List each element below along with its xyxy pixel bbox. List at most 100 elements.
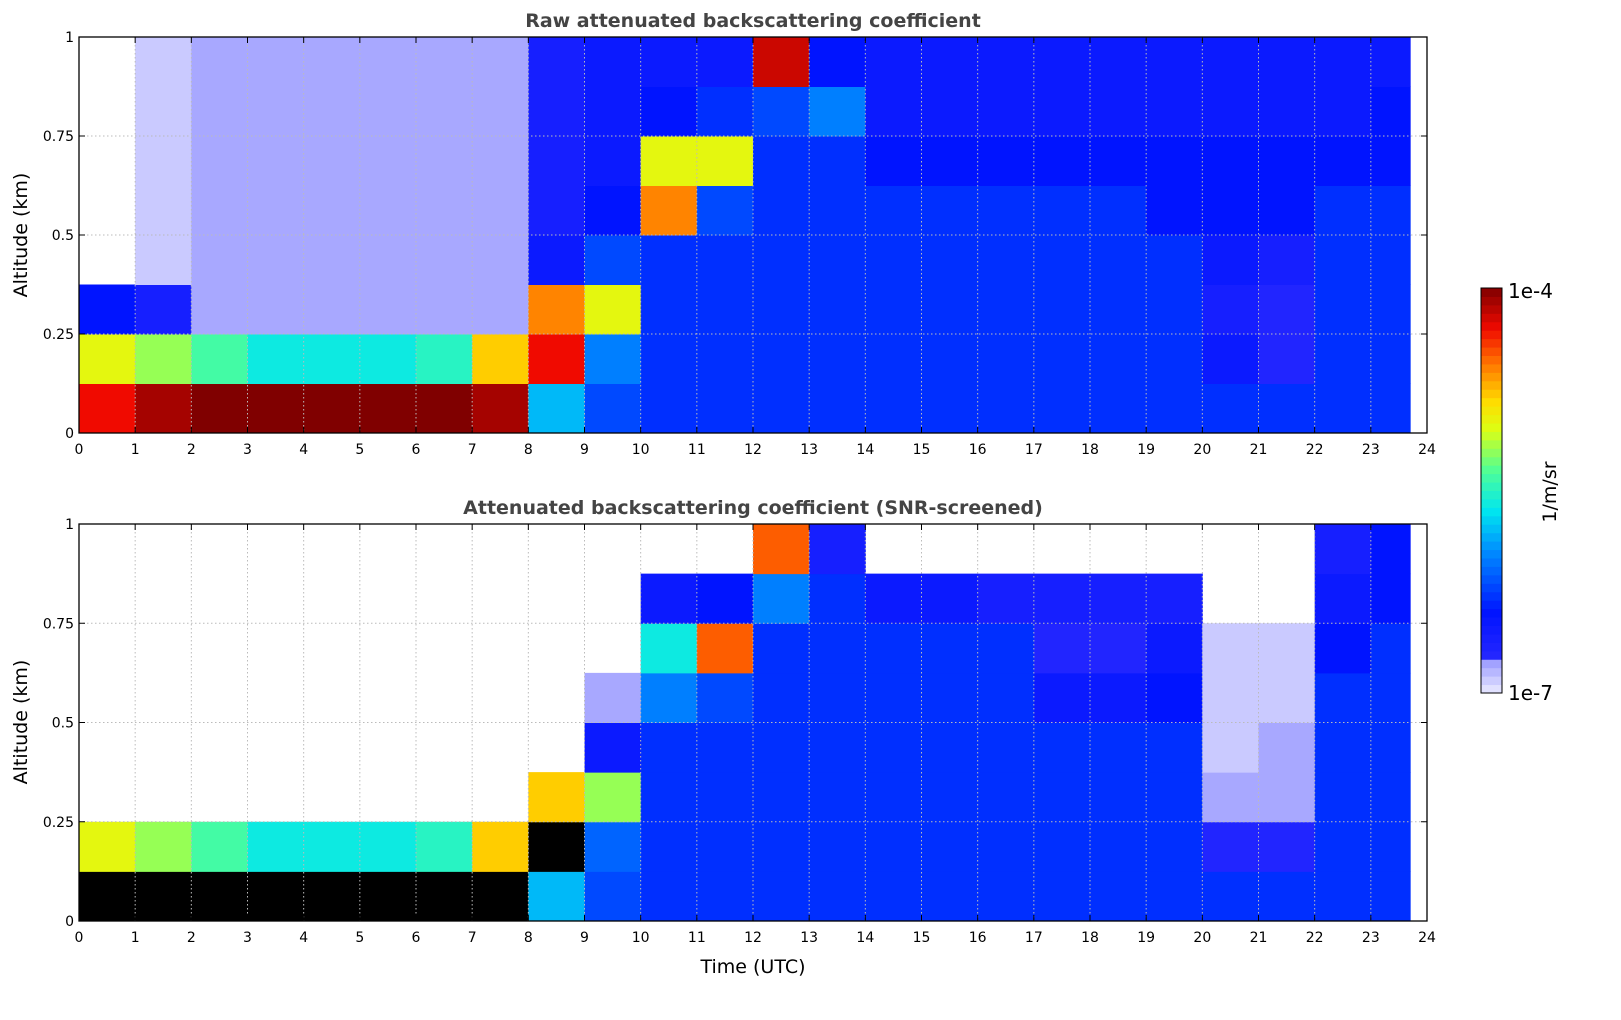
- x-tick-label: 1: [131, 442, 140, 458]
- x-tick-label: 13: [800, 442, 818, 458]
- heatmap-cell: [1090, 284, 1147, 335]
- heatmap-cell: [865, 772, 922, 823]
- colorbar-segment: [1481, 524, 1502, 534]
- heatmap-cell: [921, 334, 979, 384]
- heatmap-cell: [1370, 722, 1411, 773]
- heatmap-cell: [1146, 623, 1203, 674]
- x-tick-label: 15: [913, 930, 931, 946]
- heatmap-cell: [528, 772, 585, 823]
- heatmap-cell: [921, 37, 979, 87]
- heatmap-cell: [584, 86, 642, 137]
- y-tick-label: 0: [65, 914, 74, 930]
- heatmap-cell: [753, 383, 810, 434]
- heatmap-cell: [584, 37, 642, 87]
- heatmap-cell: [416, 871, 473, 922]
- heatmap-cell: [584, 185, 642, 236]
- heatmap-cell: [865, 672, 922, 723]
- heatmap-cell: [1146, 284, 1203, 335]
- heatmap-cell: [1033, 623, 1091, 674]
- heatmap-cell: [135, 821, 192, 872]
- heatmap-cell: [921, 623, 979, 674]
- heatmap-cell: [472, 383, 529, 434]
- x-tick-label: 7: [468, 442, 477, 458]
- colorbar-segment: [1481, 617, 1502, 626]
- heatmap-cell: [1370, 623, 1411, 674]
- heatmap-cell: [1314, 37, 1372, 87]
- heatmap-cell: [1146, 383, 1203, 434]
- x-tick-label: 13: [800, 930, 818, 946]
- heatmap-cell: [1090, 383, 1147, 434]
- heatmap-cell: [977, 672, 1035, 723]
- heatmap-cell: [303, 871, 361, 922]
- heatmap-cell: [640, 672, 698, 723]
- x-tick-label: 24: [1418, 930, 1436, 946]
- heatmap-cell: [865, 284, 922, 335]
- heatmap-cell: [696, 871, 754, 922]
- colorbar-segment: [1481, 498, 1502, 508]
- heatmap-cell: [247, 136, 305, 186]
- heatmap-cell: [977, 623, 1035, 674]
- heatmap-cell: [1033, 573, 1091, 624]
- x-tick-label: 3: [243, 442, 252, 458]
- heatmap-cell: [696, 284, 754, 335]
- heatmap-cell: [1370, 772, 1411, 823]
- heatmap-cell: [977, 871, 1035, 922]
- x-tick-label: 21: [1250, 442, 1268, 458]
- heatmap-cell: [640, 235, 698, 285]
- x-tick-label: 12: [744, 442, 762, 458]
- colorbar-segment: [1481, 363, 1502, 373]
- heatmap-cell: [1314, 136, 1372, 186]
- colorbar-segment: [1481, 338, 1502, 348]
- x-tick-label: 22: [1306, 442, 1324, 458]
- heatmap-cell: [1090, 37, 1147, 87]
- colorbar-segment: [1481, 650, 1502, 660]
- heatmap-cell: [753, 772, 810, 823]
- heatmap-cell: [696, 136, 754, 186]
- heatmap-cell: [1033, 86, 1091, 137]
- x-tick-label: 19: [1137, 442, 1155, 458]
- heatmap-cell: [865, 185, 922, 236]
- heatmap-cell: [472, 185, 529, 236]
- heatmap-cell: [921, 136, 979, 186]
- x-tick-label: 8: [524, 442, 533, 458]
- heatmap-cell: [359, 37, 417, 87]
- heatmap-cell: [135, 37, 192, 87]
- heatmap-cell: [1258, 772, 1316, 823]
- heatmap-cell: [1314, 185, 1372, 236]
- heatmap-cell: [1033, 136, 1091, 186]
- heatmap-cell: [1370, 37, 1411, 87]
- colorbar-segment: [1481, 347, 1502, 356]
- colorbar-segment: [1481, 591, 1502, 601]
- heatmap-cell: [1370, 284, 1411, 335]
- heatmap-cell: [921, 821, 979, 872]
- heatmap-cell: [1033, 672, 1091, 723]
- colorbar-segment: [1481, 676, 1502, 686]
- heatmap-cell: [753, 573, 810, 624]
- x-tick-label: 16: [969, 930, 987, 946]
- heatmap-cell: [1146, 772, 1203, 823]
- heatmap-cell: [696, 722, 754, 773]
- heatmap-cell: [640, 37, 698, 87]
- heatmap-cell: [416, 334, 473, 384]
- x-tick-label: 18: [1081, 930, 1099, 946]
- heatmap-cell: [1370, 573, 1411, 624]
- heatmap-cell: [696, 86, 754, 137]
- y-tick-label: 1: [65, 30, 74, 46]
- colorbar-segment: [1481, 431, 1502, 441]
- heatmap-cell: [1314, 722, 1372, 773]
- heatmap-cell: [247, 284, 305, 335]
- heatmap-cell: [191, 334, 248, 384]
- heatmap-cell: [696, 37, 754, 87]
- heatmap-cell: [921, 383, 979, 434]
- panel2-title: Attenuated backscattering coefficient (S…: [463, 497, 1043, 519]
- colorbar-segment: [1481, 423, 1502, 432]
- heatmap-cell: [359, 86, 417, 137]
- x-tick-label: 10: [632, 930, 650, 946]
- x-tick-label: 19: [1137, 930, 1155, 946]
- heatmap-cell: [809, 136, 866, 186]
- y-tick-label: 0.25: [43, 327, 74, 343]
- heatmap-cell: [472, 871, 529, 922]
- x-tick-label: 12: [744, 930, 762, 946]
- heatmap-cell: [1314, 524, 1372, 575]
- heatmap-cell: [696, 821, 754, 872]
